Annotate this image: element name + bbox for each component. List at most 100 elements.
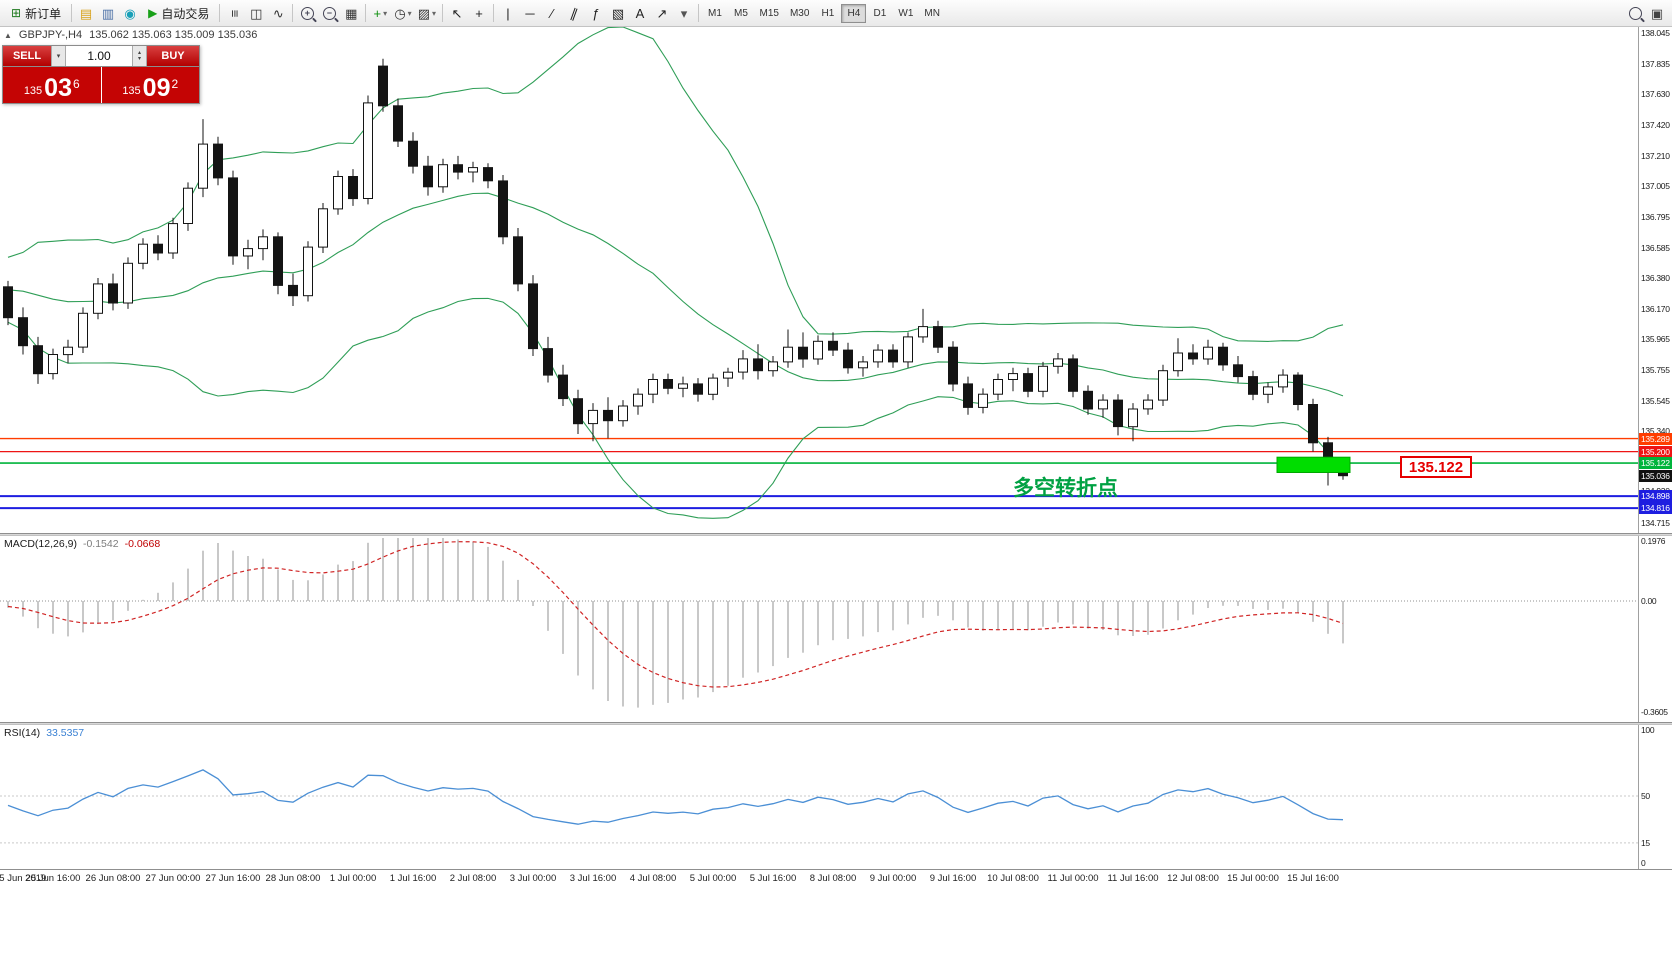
spinner-down-icon[interactable]: ▾ (137, 56, 141, 62)
price-chart-panel: ▲ GBPJPY-,H4 135.062 135.063 135.009 135… (0, 27, 1672, 533)
highlight-rect-annotation[interactable] (1276, 456, 1351, 474)
chart-info: ▲ GBPJPY-,H4 135.062 135.063 135.009 135… (4, 29, 257, 41)
line-chart-icon[interactable]: ∿ (267, 3, 289, 24)
toolbar-separator (71, 4, 73, 22)
indicators-icon: + (373, 5, 382, 21)
rsi-canvas[interactable] (0, 725, 1638, 869)
rsi-panel: RSI(14) 33.5357 100 50 15 0 (0, 725, 1672, 869)
timeframe-m5[interactable]: M5 (734, 7, 748, 19)
crosshair-icon: + (475, 5, 483, 21)
rsi-tick: 0 (1641, 858, 1646, 868)
time-label: 3 Jul 00:00 (509, 873, 557, 884)
turning-point-annotation[interactable]: 多空转折点 (1013, 477, 1118, 500)
time-label: 5 Jul 00:00 (689, 873, 737, 884)
volume-spinner[interactable]: ▴ ▾ (132, 46, 147, 66)
chevron-down-icon: ▾ (383, 8, 388, 18)
market-watch-icon: ▥ (101, 5, 115, 21)
price-level-callout[interactable]: 135.122 (1400, 456, 1472, 478)
time-label: 28 Jun 08:00 (265, 873, 321, 884)
fibonacci-icon[interactable]: ƒ (585, 3, 607, 24)
panel-splitter[interactable] (0, 722, 1672, 725)
price-level-tag: 135.200 (1639, 445, 1672, 458)
periods-button[interactable]: ◷ ▾ (391, 3, 414, 24)
arrows-tool-icon: ↗ (656, 5, 668, 21)
buy-button[interactable]: BUY (147, 46, 199, 66)
navigator-icon[interactable]: ◉ (119, 3, 141, 24)
templates-button[interactable]: ▨ ▾ (415, 3, 439, 24)
timeframe-w1[interactable]: W1 (898, 7, 914, 19)
tile-windows-icon[interactable]: ▦ (340, 3, 362, 24)
auto-trading-button[interactable]: ▶ 自动交易 (141, 3, 216, 24)
text-tool-icon: A (635, 5, 645, 21)
macd-tick: -0.3605 (1641, 707, 1668, 718)
panel-splitter[interactable] (0, 533, 1672, 536)
zoom-in-icon[interactable]: + (296, 3, 318, 24)
buy-price-big: 09 (142, 74, 171, 102)
zoom-out-icon[interactable]: − (318, 3, 340, 24)
current-price-tag: 135.036 (1639, 469, 1672, 482)
crosshair-icon[interactable]: + (468, 3, 490, 24)
chevron-down-icon: ▾ (431, 8, 436, 18)
symbols-window-icon: ▣ (1650, 5, 1664, 21)
time-label: 25 Jun 2019 (0, 873, 47, 884)
time-label: 11 Jul 00:00 (1047, 873, 1099, 884)
macd-axis[interactable]: 0.1976 0.00 -0.3605 (1638, 536, 1672, 722)
horizontal-line-icon[interactable]: ─ (519, 3, 541, 24)
tile-windows-icon: ▦ (345, 5, 358, 21)
cursor-icon[interactable]: ↖ (446, 3, 468, 24)
macd-canvas[interactable] (0, 536, 1638, 722)
volume-input[interactable] (66, 46, 132, 66)
price-tick: 135.755 (1641, 364, 1670, 375)
timeframe-m1[interactable]: M1 (708, 7, 722, 19)
shapes-icon[interactable]: ▧ (607, 3, 629, 24)
price-chart-canvas[interactable] (0, 27, 1638, 533)
zoom-in-icon: + (300, 6, 314, 20)
price-tick: 136.585 (1641, 242, 1670, 253)
equidistant-channel-icon[interactable]: ∥ (563, 3, 585, 24)
text-tool-icon[interactable]: A (629, 3, 651, 24)
sell-price-button[interactable]: 135 03 6 (3, 67, 101, 103)
periods-icon: ◷ (394, 5, 406, 21)
arrows-tool-icon[interactable]: ↗ (651, 3, 673, 24)
sell-price-big: 03 (44, 74, 72, 102)
price-tick: 138.045 (1641, 28, 1670, 38)
vertical-line-icon[interactable]: | (497, 3, 519, 24)
sell-price-pip: 6 (72, 77, 80, 91)
price-tick: 136.380 (1641, 273, 1670, 283)
symbols-window-icon[interactable]: ▣ (1646, 3, 1668, 24)
trendline-icon[interactable]: ∕ (541, 3, 563, 24)
timeframe-m15[interactable]: M15 (759, 7, 779, 19)
rsi-tick: 15 (1641, 837, 1650, 848)
search-icon[interactable] (1624, 3, 1646, 24)
sell-button[interactable]: SELL (3, 46, 51, 66)
candlestick-chart-icon[interactable]: ◫ (245, 3, 267, 24)
indicators-button[interactable]: + ▾ (369, 3, 391, 24)
main-toolbar: ⊞ 新订单 ▤ ▥ ◉ ▶ 自动交易 ≡ ◫ ∿ + − ▦ + ▾ ◷ ▾ ▨ ▾ ↖ + | ─ ∕ ∥ ƒ ▧ A ↗ ▾ M1 M5 M… (0, 0, 1672, 27)
profiles-icon[interactable]: ▤ (75, 3, 97, 24)
rsi-value: 33.5357 (46, 727, 85, 739)
timeframe-m30[interactable]: M30 (789, 7, 810, 19)
tools-more-button[interactable]: ▾ (673, 3, 695, 24)
timeframe-h1[interactable]: H1 (821, 7, 835, 19)
price-axis[interactable]: 138.045 137.835 137.630 137.420 137.210 137.0… (1638, 27, 1672, 533)
time-label: 15 Jul 16:00 (1287, 873, 1339, 884)
price-tick: 137.005 (1641, 181, 1670, 192)
one-click-collapse-arrow[interactable]: ▲ (4, 30, 12, 40)
new-order-icon: ⊞ (11, 6, 22, 20)
shapes-icon: ▧ (611, 5, 625, 21)
new-order-button[interactable]: ⊞ 新订单 (4, 3, 68, 24)
rsi-axis[interactable]: 100 50 15 0 (1638, 725, 1672, 869)
timeframe-d1[interactable]: D1 (873, 7, 887, 19)
spinner-up-icon[interactable]: ▴ (137, 50, 141, 56)
price-level-tag: 134.898 (1639, 490, 1672, 503)
market-watch-icon[interactable]: ▥ (97, 3, 119, 24)
order-type-dropdown[interactable]: ▾ (51, 46, 66, 66)
timeframe-mn[interactable]: MN (924, 7, 940, 19)
timeframe-h4[interactable]: H4 (841, 3, 867, 23)
vertical-line-icon: | (506, 5, 510, 21)
time-label: 8 Jul 08:00 (809, 873, 857, 884)
buy-price-button[interactable]: 135 09 2 (101, 67, 199, 103)
bar-chart-icon[interactable]: ≡ (223, 3, 245, 24)
